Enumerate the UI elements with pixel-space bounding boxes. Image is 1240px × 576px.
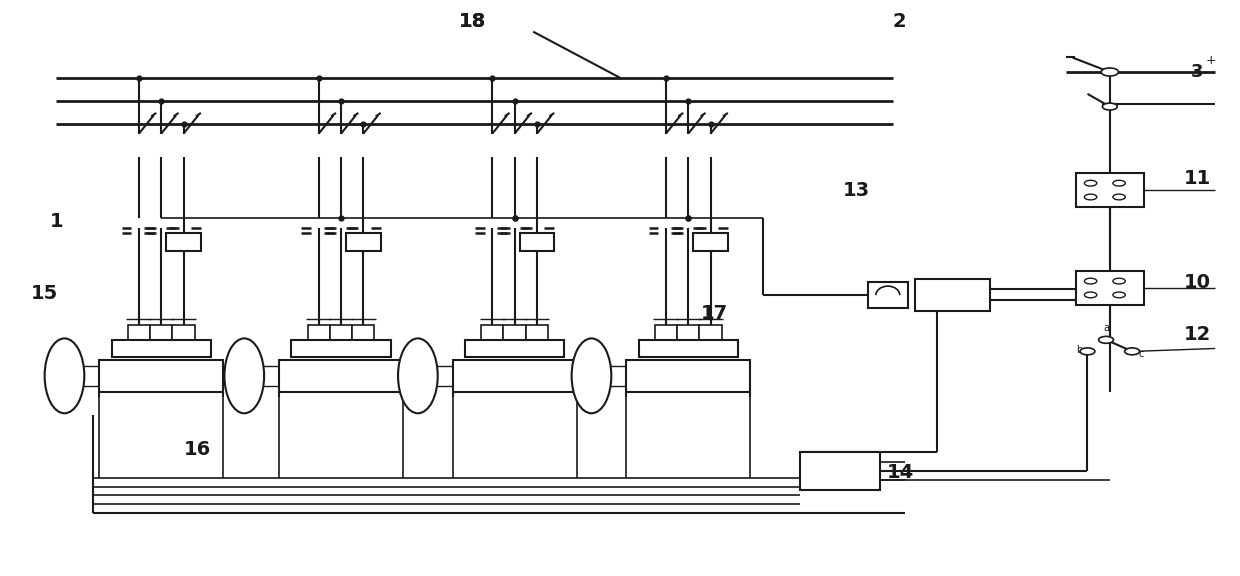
Bar <box>112 340 211 357</box>
Circle shape <box>1080 348 1095 355</box>
Circle shape <box>1114 292 1126 298</box>
Circle shape <box>1114 278 1126 284</box>
Text: 10: 10 <box>1184 273 1211 291</box>
Bar <box>503 325 526 341</box>
Text: 17: 17 <box>701 305 728 323</box>
Ellipse shape <box>572 338 611 414</box>
Circle shape <box>1084 278 1097 284</box>
Bar <box>677 325 699 341</box>
Bar <box>346 233 381 251</box>
Text: 13: 13 <box>843 181 870 199</box>
Text: a: a <box>1104 323 1109 333</box>
Bar <box>520 233 554 251</box>
Bar <box>99 360 223 392</box>
Bar <box>453 360 577 392</box>
Text: 14: 14 <box>887 463 914 482</box>
Ellipse shape <box>224 338 264 414</box>
Bar <box>128 325 150 341</box>
Text: 1: 1 <box>50 213 63 231</box>
Text: 15: 15 <box>31 285 58 303</box>
Circle shape <box>1125 348 1140 355</box>
Bar <box>915 279 990 311</box>
Bar <box>800 452 880 490</box>
Circle shape <box>1084 180 1097 186</box>
Circle shape <box>1099 336 1114 343</box>
Circle shape <box>1084 194 1097 200</box>
Bar <box>150 325 172 341</box>
Text: b: b <box>1075 344 1083 354</box>
Bar <box>693 233 728 251</box>
Text: 16: 16 <box>184 440 211 458</box>
Bar <box>481 325 503 341</box>
Bar <box>291 340 391 357</box>
Circle shape <box>1101 68 1118 76</box>
Bar <box>172 325 195 341</box>
Bar <box>308 325 330 341</box>
Bar <box>526 325 548 341</box>
Ellipse shape <box>45 338 84 414</box>
Bar <box>699 325 722 341</box>
Text: 2: 2 <box>893 13 906 31</box>
Text: 18: 18 <box>459 13 486 31</box>
Bar <box>868 282 908 308</box>
Circle shape <box>1084 292 1097 298</box>
Bar <box>655 325 677 341</box>
Circle shape <box>1102 103 1117 110</box>
Circle shape <box>1114 194 1126 200</box>
Text: 11: 11 <box>1184 169 1211 188</box>
Bar <box>465 340 564 357</box>
Text: +: + <box>1205 54 1216 67</box>
Circle shape <box>1114 180 1126 186</box>
Bar <box>1076 271 1145 305</box>
Text: 12: 12 <box>1184 325 1211 343</box>
Bar <box>330 325 352 341</box>
Bar <box>1076 173 1145 207</box>
Text: 18: 18 <box>459 13 486 31</box>
Bar <box>166 233 201 251</box>
Ellipse shape <box>398 338 438 414</box>
Text: 3: 3 <box>1190 63 1203 81</box>
Bar <box>352 325 374 341</box>
Bar <box>279 360 403 392</box>
Text: c: c <box>1138 349 1143 359</box>
Bar <box>626 360 750 392</box>
Bar <box>639 340 738 357</box>
